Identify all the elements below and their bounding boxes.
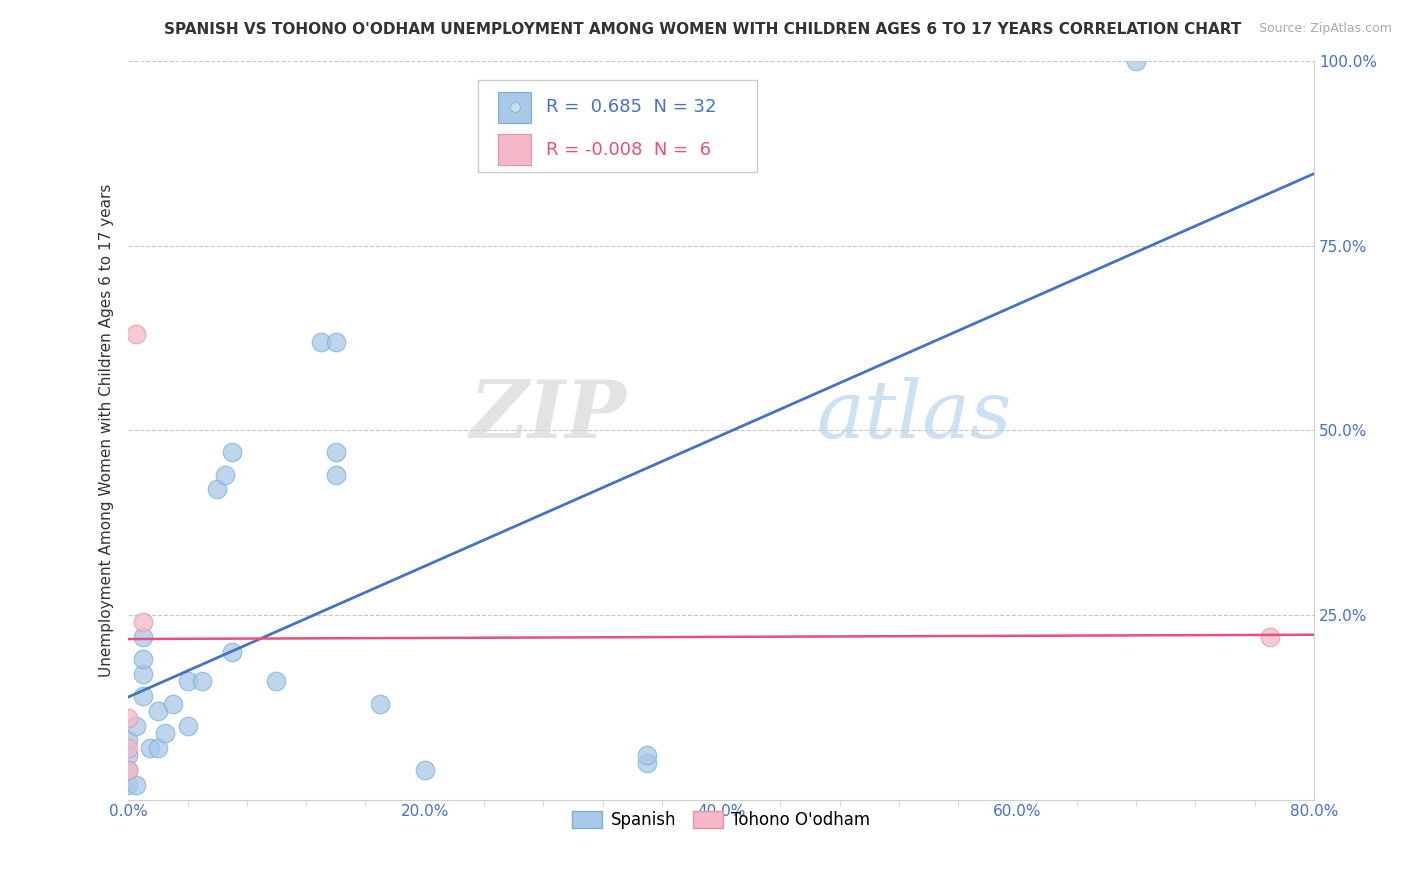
Point [368,697,391,711]
Point [413,763,436,777]
Point [117,763,139,777]
Point [1258,630,1281,644]
Point [117,733,139,747]
Point [191,674,214,689]
Point [221,645,243,659]
Point [325,334,347,349]
Text: ZIP: ZIP [470,376,626,454]
Point [1125,54,1147,69]
Point [155,726,177,740]
Text: SPANISH VS TOHONO O'ODHAM UNEMPLOYMENT AMONG WOMEN WITH CHILDREN AGES 6 TO 17 YE: SPANISH VS TOHONO O'ODHAM UNEMPLOYMENT A… [165,22,1241,37]
Text: R = -0.008  N =  6: R = -0.008 N = 6 [546,141,710,159]
Point [124,778,146,792]
Y-axis label: Unemployment Among Women with Children Ages 6 to 17 years: Unemployment Among Women with Children A… [100,184,114,677]
Point [146,740,169,755]
Text: Source: ZipAtlas.com: Source: ZipAtlas.com [1258,22,1392,36]
Point [117,748,139,763]
Point [117,740,139,755]
Point [132,652,155,666]
Point [214,467,236,482]
Point [205,483,228,497]
Point [146,704,169,718]
Point [325,445,347,459]
FancyBboxPatch shape [498,134,531,165]
Point [162,697,184,711]
Point [132,615,155,630]
Point [139,740,162,755]
FancyBboxPatch shape [498,92,531,122]
Point [309,334,332,349]
Legend: Spanish, Tohono O'odham: Spanish, Tohono O'odham [565,804,877,836]
Point [266,674,288,689]
Point [636,748,658,763]
Text: R =  0.685  N = 32: R = 0.685 N = 32 [546,98,716,116]
Text: atlas: atlas [815,376,1011,454]
Point [176,674,198,689]
Point [124,719,146,733]
Point [636,756,658,770]
Point [117,711,139,725]
Point [221,445,243,459]
Point [117,778,139,792]
Point [117,763,139,777]
FancyBboxPatch shape [478,79,756,172]
Point [176,719,198,733]
Point [124,327,146,342]
Point [132,630,155,644]
Point [132,689,155,703]
Point [132,667,155,681]
Point [325,467,347,482]
